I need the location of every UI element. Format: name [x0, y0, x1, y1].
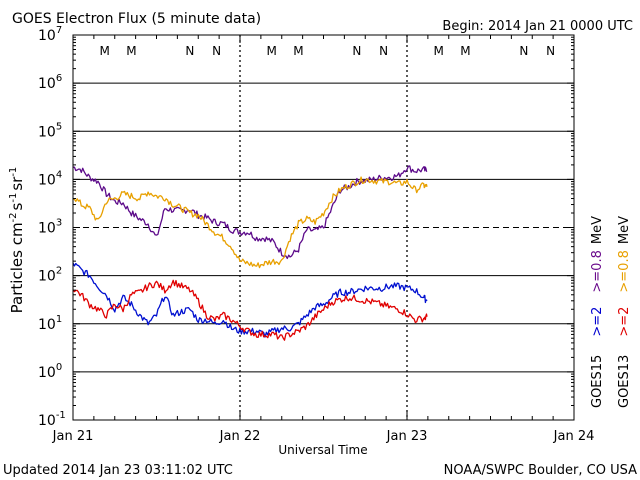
chart-title: GOES Electron Flux (5 minute data)	[12, 11, 261, 27]
y-tick-label: 10-1	[38, 410, 66, 429]
marker-n: N	[352, 44, 361, 58]
y-axis-label: Particles cm-2s-1sr-1	[8, 167, 26, 314]
series-line-g13_2	[72, 279, 428, 341]
series-lines	[72, 165, 428, 341]
x-tick-label: Jan 24	[553, 429, 595, 444]
series-line-g15_2	[72, 262, 428, 338]
legend-goes15-low: >=2	[590, 307, 605, 337]
legend-goes15-label: GOES15	[590, 355, 605, 408]
y-tick-label: 100	[38, 362, 62, 381]
series-line-g13_08	[72, 176, 428, 269]
legend-goes13-high: >=0.8	[617, 250, 632, 292]
y-tick-label: 107	[38, 25, 62, 44]
marker-m: M	[100, 44, 110, 58]
legend-goes13-low: >=2	[617, 307, 632, 337]
marker-n: N	[546, 44, 555, 58]
marker-n: N	[379, 44, 388, 58]
begin-label: Begin: 2014 Jan 21 0000 UTC	[442, 19, 633, 34]
y-tick-label: 101	[38, 314, 62, 333]
marker-m: M	[460, 44, 470, 58]
marker-n: N	[519, 44, 528, 58]
marker-m: M	[267, 44, 277, 58]
y-tick-label: 102	[38, 266, 62, 285]
legend-goes15: GOES15 >=2 >=0.8 MeV	[590, 216, 605, 408]
legend-goes15-high: >=0.8	[590, 250, 605, 292]
marker-n: N	[185, 44, 194, 58]
x-axis-label: Universal Time	[278, 443, 367, 457]
x-tick-label: Jan 21	[52, 429, 94, 444]
marker-m: M	[434, 44, 444, 58]
y-tick-label: 105	[38, 121, 62, 140]
legend-goes13-label: GOES13	[617, 355, 632, 408]
marker-m: M	[126, 44, 136, 58]
plot-frame	[72, 34, 575, 421]
y-tick-label: 106	[38, 73, 62, 92]
x-tick-label: Jan 23	[386, 429, 428, 444]
legend-goes13-unit: MeV	[617, 216, 632, 244]
y-tick-label: 104	[38, 169, 62, 188]
legend-goes13: GOES13 >=2 >=0.8 MeV	[617, 216, 632, 408]
marker-n: N	[212, 44, 221, 58]
grid	[73, 35, 574, 420]
credit-text: NOAA/SWPC Boulder, CO USA	[444, 463, 637, 478]
marker-m: M	[293, 44, 303, 58]
x-tick-label: Jan 22	[219, 429, 261, 444]
y-tick-label: 103	[38, 218, 62, 237]
updated-text: Updated 2014 Jan 23 03:11:02 UTC	[3, 463, 233, 478]
legend-goes15-unit: MeV	[590, 216, 605, 244]
